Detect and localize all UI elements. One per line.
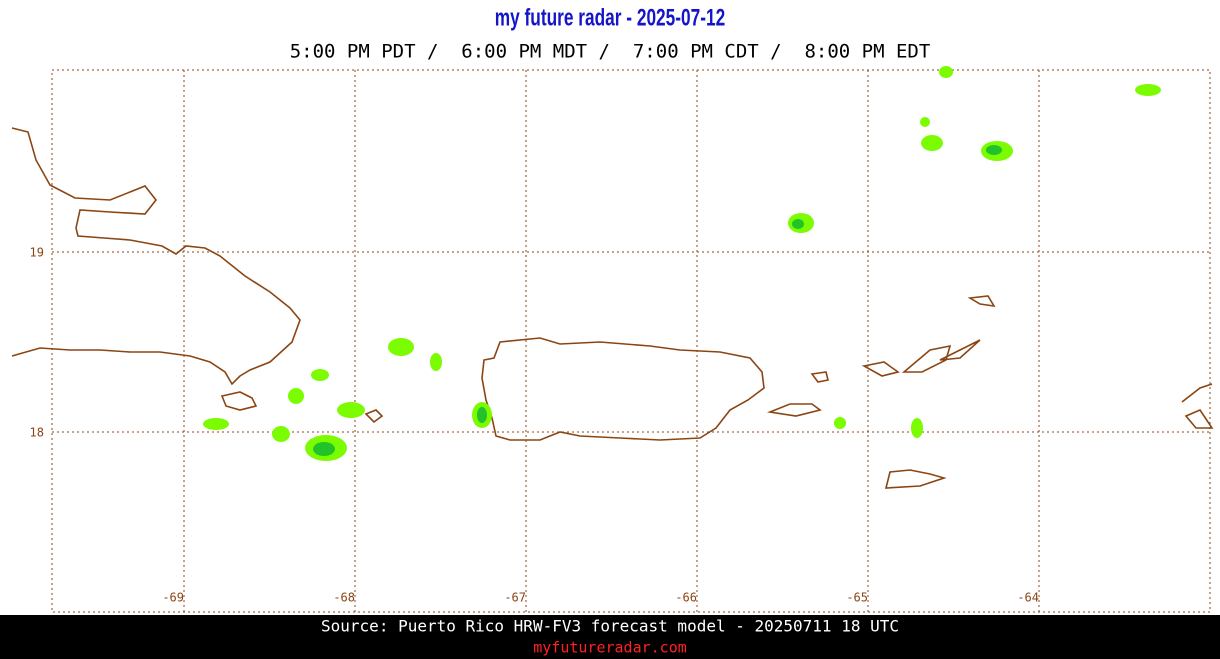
radar-echo xyxy=(288,388,304,404)
time-line: 5:00 PM PDT / 6:00 PM MDT / 7:00 PM CDT … xyxy=(290,41,931,63)
coastline xyxy=(884,469,947,489)
lat-label: 18 xyxy=(30,426,44,440)
radar-echo xyxy=(388,338,414,356)
lon-label: -66 xyxy=(675,591,697,605)
coastline xyxy=(1181,383,1214,429)
coastline xyxy=(810,371,829,383)
radar-echo xyxy=(430,353,442,371)
source-text: Source: Puerto Rico HRW-FV3 forecast mod… xyxy=(321,617,899,636)
title: my future radar - 2025-07-12 xyxy=(495,5,725,31)
coastlines xyxy=(11,127,1214,489)
lon-label: -69 xyxy=(162,591,184,605)
radar-echo xyxy=(939,66,953,78)
lon-label: -67 xyxy=(504,591,526,605)
radar-echo xyxy=(311,369,329,381)
radar-echo xyxy=(986,145,1002,155)
radar-echo xyxy=(203,418,229,430)
lon-label: -65 xyxy=(846,591,868,605)
radar-echo xyxy=(313,442,335,456)
grid xyxy=(51,69,1211,613)
coastline xyxy=(11,127,301,386)
map-frame xyxy=(51,69,1211,613)
lat-label: 19 xyxy=(30,246,44,260)
lon-label: -68 xyxy=(333,591,355,605)
radar-echo xyxy=(834,417,846,429)
radar-echo xyxy=(792,219,804,229)
coastline xyxy=(861,339,981,377)
radar-echo xyxy=(337,402,365,418)
radar-echo xyxy=(911,418,923,438)
footer-band xyxy=(0,615,1220,659)
radar-echo xyxy=(921,135,943,151)
coastline xyxy=(766,403,822,417)
radar-echo xyxy=(920,117,930,127)
coastline xyxy=(364,409,384,424)
radar-echo xyxy=(477,407,487,423)
lon-label: -64 xyxy=(1017,591,1039,605)
radar-echoes xyxy=(203,66,1161,461)
coastline xyxy=(481,337,765,441)
coastline xyxy=(220,391,258,411)
site-link[interactable]: myfutureradar.com xyxy=(533,639,687,657)
coastline xyxy=(967,295,996,308)
radar-echo xyxy=(272,426,290,442)
radar-echo xyxy=(1135,84,1161,96)
